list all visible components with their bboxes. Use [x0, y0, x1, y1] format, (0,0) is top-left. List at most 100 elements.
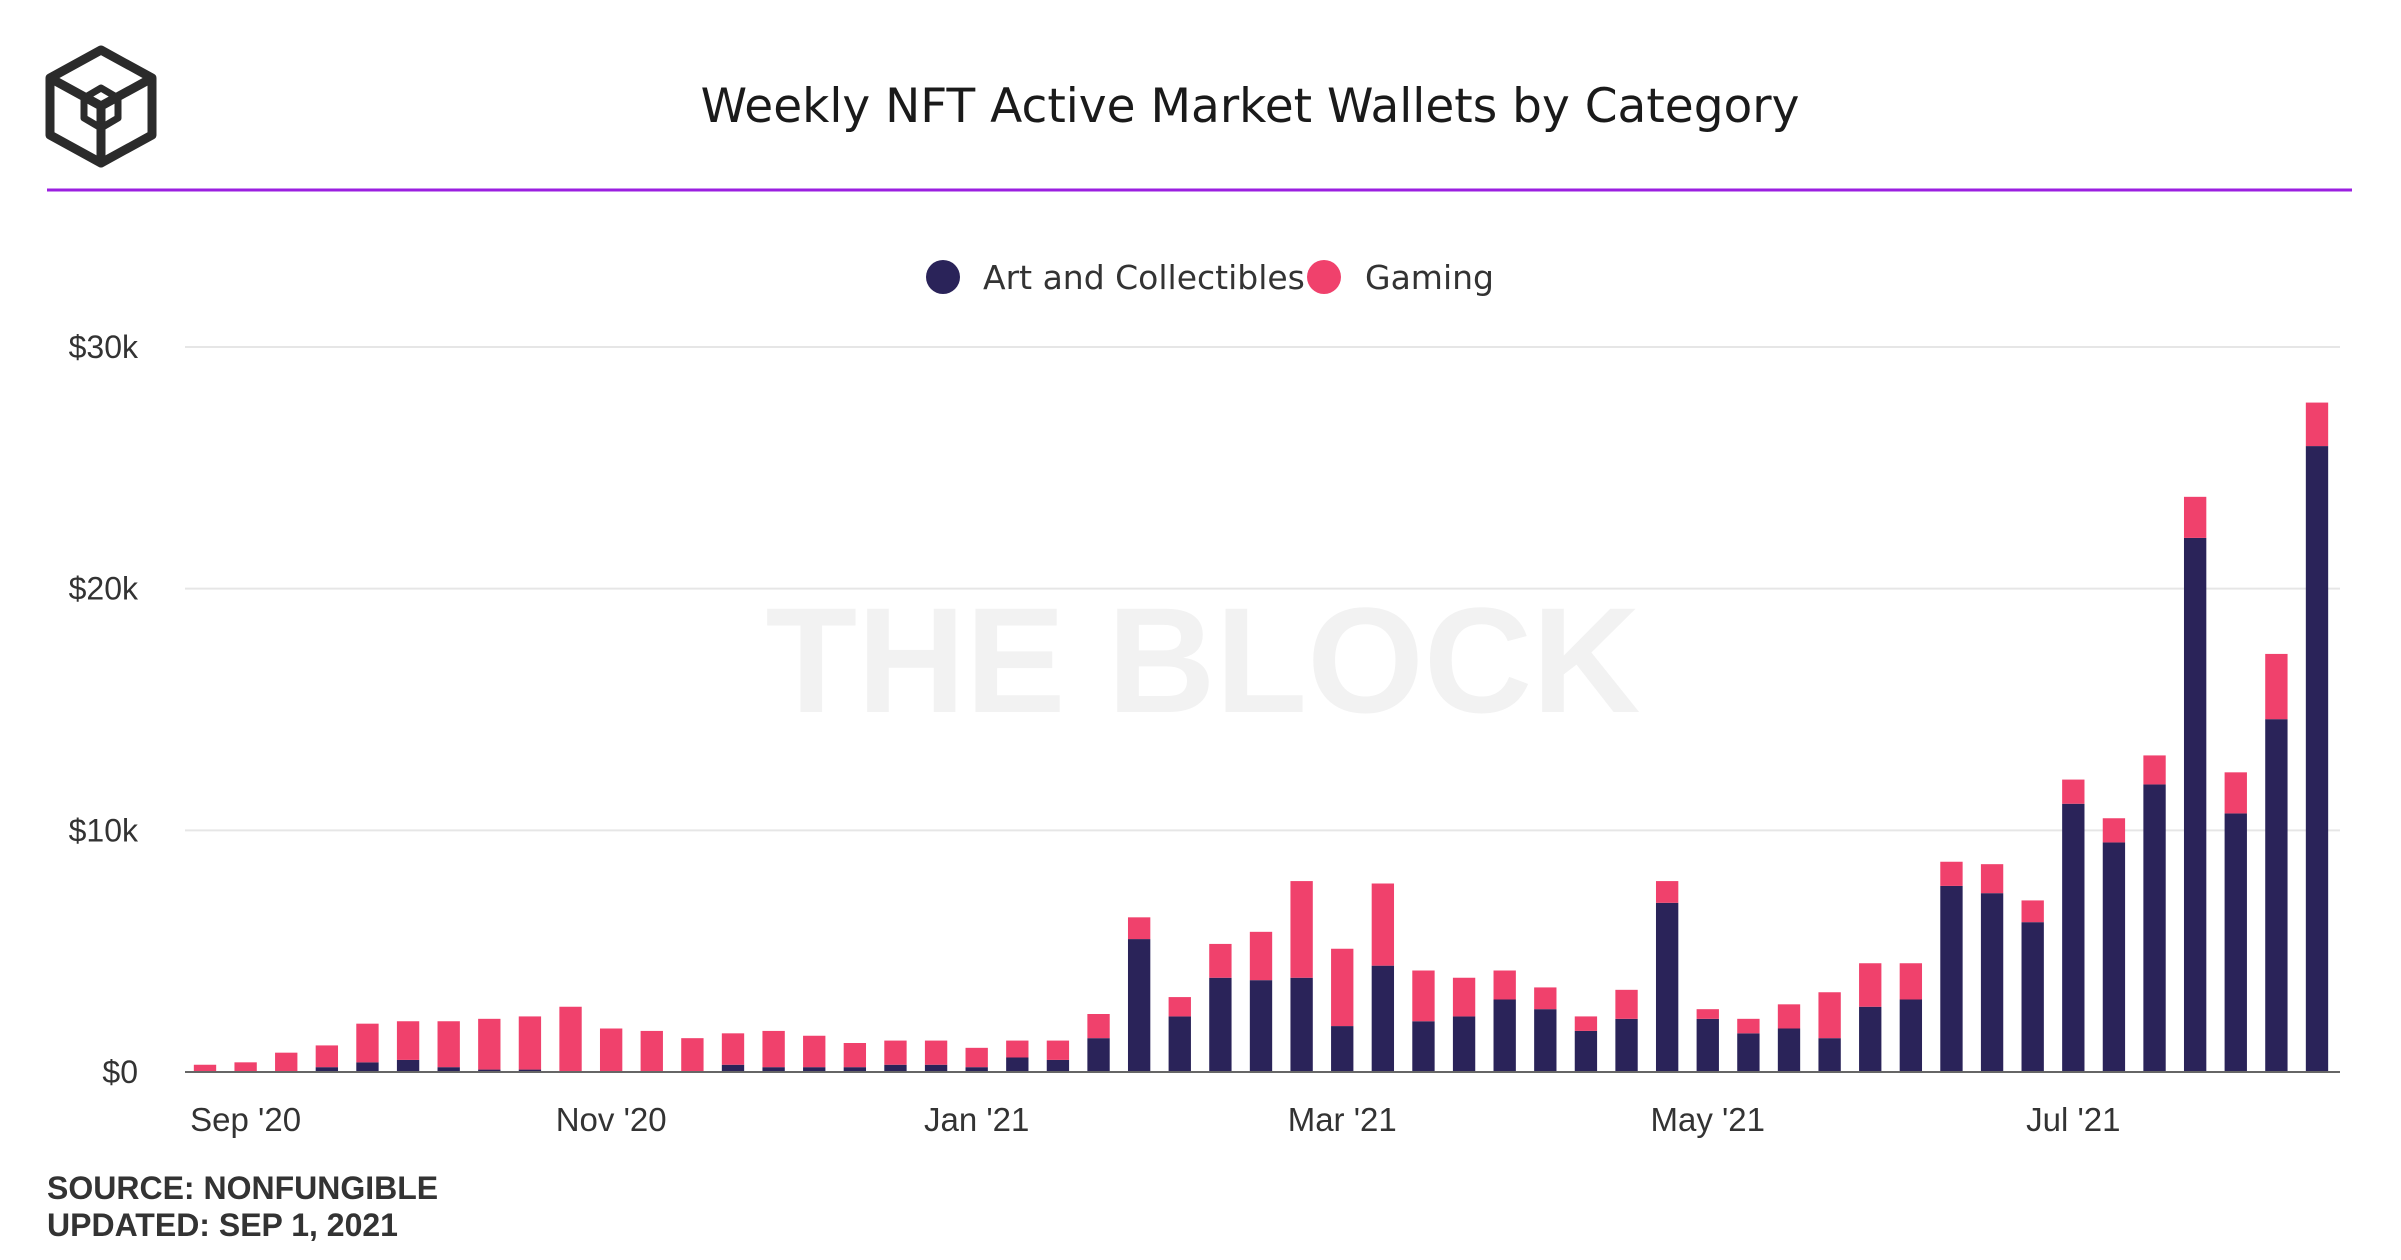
- x-tick-label: Jul '21: [2026, 1101, 2120, 1138]
- y-tick-label: $0: [102, 1054, 138, 1090]
- bar-art-and-collectibles: [315, 1067, 339, 1072]
- bar-gaming: [315, 1045, 339, 1068]
- bar-art-and-collectibles: [2224, 813, 2247, 1072]
- bar-art-and-collectibles: [1493, 999, 1516, 1072]
- x-tick-label: Jan '21: [924, 1101, 1029, 1138]
- bar-gaming: [1696, 1009, 1719, 1019]
- bar-art-and-collectibles: [1209, 977, 1232, 1072]
- bar-art-and-collectibles: [1980, 893, 2004, 1072]
- x-axis: Sep '20 Nov '20 Jan '21 Mar '21 May '21 Jul '…: [190, 1101, 2120, 1138]
- bar-gaming: [1655, 881, 1679, 903]
- bar-gaming: [721, 1033, 745, 1065]
- bar-gaming: [2143, 755, 2166, 785]
- bar-gaming: [681, 1038, 704, 1072]
- bar-art-and-collectibles: [1574, 1030, 1598, 1072]
- bar-gaming: [762, 1030, 785, 1068]
- bar-gaming: [1087, 1014, 1110, 1039]
- bar-art-and-collectibles: [2021, 922, 2044, 1072]
- grid: [185, 346, 2340, 832]
- updated-note: UPDATED: SEP 1, 2021: [47, 1207, 398, 1243]
- bar-art-and-collectibles: [884, 1064, 907, 1072]
- x-tick-label: Nov '20: [556, 1101, 667, 1138]
- bar-gaming: [803, 1035, 826, 1068]
- bar-art-and-collectibles: [356, 1062, 379, 1072]
- bar-gaming: [559, 1006, 582, 1072]
- bar-gaming: [599, 1028, 623, 1072]
- bar-art-and-collectibles: [1127, 939, 1151, 1072]
- bar-art-and-collectibles: [2305, 446, 2329, 1073]
- bar-art-and-collectibles: [1615, 1018, 1638, 1072]
- x-tick-label: Sep '20: [190, 1101, 301, 1138]
- bar-art-and-collectibles: [1452, 1016, 1476, 1072]
- bar-gaming: [1615, 989, 1638, 1019]
- bar-gaming: [884, 1040, 907, 1065]
- bar-gaming: [275, 1052, 298, 1072]
- y-tick-label: $10k: [69, 812, 139, 848]
- bar-art-and-collectibles: [1777, 1028, 1801, 1072]
- bar-gaming: [1006, 1040, 1029, 1058]
- bar-gaming: [2305, 402, 2329, 447]
- bar-gaming: [1574, 1016, 1598, 1031]
- bar-art-and-collectibles: [721, 1064, 745, 1072]
- bar-art-and-collectibles: [1331, 1026, 1354, 1072]
- bar-gaming: [843, 1043, 867, 1068]
- y-tick-label: $30k: [69, 329, 139, 365]
- bar-gaming: [1737, 1018, 1760, 1034]
- bar-gaming: [1127, 917, 1151, 940]
- bar-gaming: [1534, 987, 1557, 1010]
- bar-art-and-collectibles: [1046, 1059, 1070, 1072]
- bar-gaming: [1452, 977, 1476, 1017]
- bar-art-and-collectibles: [803, 1067, 826, 1072]
- bar-art-and-collectibles: [843, 1067, 867, 1072]
- bar-gaming: [2265, 653, 2288, 720]
- bar-gaming: [1980, 864, 2004, 894]
- watermark: THE BLOCK: [766, 576, 1641, 744]
- bar-gaming: [2062, 779, 2085, 804]
- bar-gaming: [1209, 943, 1232, 978]
- bar-art-and-collectibles: [1249, 980, 1273, 1072]
- bar-art-and-collectibles: [1087, 1038, 1110, 1072]
- bar-art-and-collectibles: [518, 1069, 542, 1072]
- bar-art-and-collectibles: [1371, 965, 1395, 1072]
- bar-gaming: [396, 1021, 420, 1060]
- bar-gaming: [1412, 970, 1435, 1022]
- bar-gaming: [1290, 881, 1313, 978]
- bar-gaming: [234, 1062, 257, 1072]
- bar-gaming: [1371, 883, 1395, 966]
- chart-title: Weekly NFT Active Market Wallets by Cate…: [701, 79, 1800, 134]
- bar-art-and-collectibles: [1899, 999, 1923, 1072]
- the-block-logo-icon: [45, 45, 157, 168]
- legend-swatch-art: [926, 260, 960, 294]
- bar-art-and-collectibles: [2062, 803, 2085, 1072]
- bar-gaming: [1331, 948, 1354, 1027]
- bar-art-and-collectibles: [1412, 1021, 1435, 1072]
- bar-art-and-collectibles: [1006, 1057, 1029, 1072]
- bar-art-and-collectibles: [1818, 1038, 1841, 1072]
- bar-gaming: [1859, 963, 1882, 1007]
- bar-gaming: [924, 1040, 948, 1065]
- source-note: SOURCE: NONFUNGIBLE: [47, 1170, 438, 1206]
- bar-gaming: [518, 1016, 542, 1070]
- bar-gaming: [193, 1064, 217, 1072]
- bar-art-and-collectibles: [437, 1067, 460, 1072]
- bar-gaming: [437, 1021, 460, 1068]
- bar-art-and-collectibles: [2143, 784, 2166, 1072]
- bar-art-and-collectibles: [1290, 977, 1313, 1072]
- bar-art-and-collectibles: [2265, 719, 2288, 1072]
- bar-art-and-collectibles: [1655, 902, 1679, 1072]
- bar-art-and-collectibles: [924, 1064, 948, 1072]
- bar-gaming: [1249, 931, 1273, 981]
- bar-gaming: [1899, 963, 1923, 1000]
- bar-art-and-collectibles: [1168, 1016, 1191, 1072]
- bar-art-and-collectibles: [396, 1059, 420, 1072]
- bar-art-and-collectibles: [1859, 1006, 1882, 1072]
- bar-art-and-collectibles: [1940, 885, 1963, 1072]
- bar-gaming: [1046, 1040, 1070, 1060]
- legend-swatch-gaming: [1307, 260, 1341, 294]
- bar-art-and-collectibles: [1696, 1018, 1719, 1072]
- bar-art-and-collectibles: [965, 1067, 988, 1072]
- bar-art-and-collectibles: [1737, 1033, 1760, 1072]
- legend: Art and Collectibles Gaming: [926, 258, 1494, 297]
- bar-gaming: [356, 1023, 379, 1063]
